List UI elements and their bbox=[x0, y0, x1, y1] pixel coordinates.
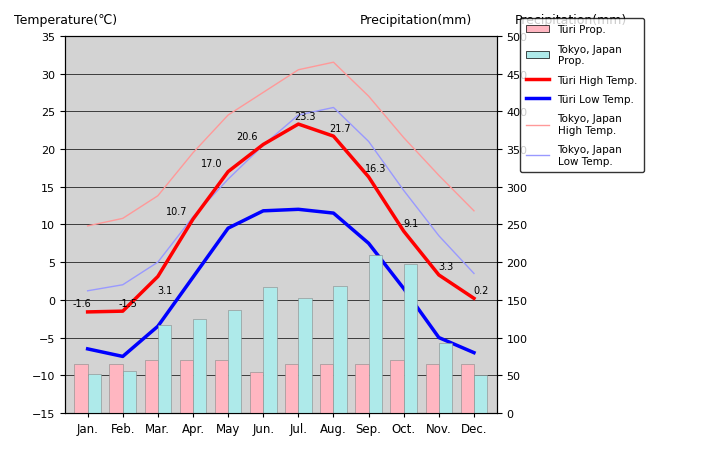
Türi High Temp. bbox=[84, 309, 92, 315]
Bar bbox=[439, 343, 452, 413]
Türi Low Temp. bbox=[435, 335, 444, 341]
Türi Low Temp. bbox=[84, 347, 92, 352]
Türi High Temp. bbox=[224, 169, 233, 175]
Türi High Temp. bbox=[400, 229, 408, 235]
Tokyo, Japan
High Temp. bbox=[364, 94, 373, 100]
Tokyo, Japan
High Temp. bbox=[153, 194, 162, 199]
Line: Türi Low Temp.: Türi Low Temp. bbox=[88, 210, 474, 357]
Türi Low Temp. bbox=[259, 208, 268, 214]
Text: 16.3: 16.3 bbox=[365, 164, 386, 174]
Türi High Temp. bbox=[118, 309, 127, 314]
Text: 3.1: 3.1 bbox=[157, 285, 173, 296]
Tokyo, Japan
Low Temp. bbox=[469, 271, 478, 277]
Tokyo, Japan
Low Temp. bbox=[153, 260, 162, 265]
Text: Temperature(℃): Temperature(℃) bbox=[14, 14, 117, 27]
Tokyo, Japan
High Temp. bbox=[84, 224, 92, 229]
Line: Tokyo, Japan
Low Temp.: Tokyo, Japan Low Temp. bbox=[88, 108, 474, 291]
Bar bbox=[193, 320, 207, 413]
Bar bbox=[474, 375, 487, 413]
Tokyo, Japan
High Temp. bbox=[400, 135, 408, 141]
Text: Precipitation(mm): Precipitation(mm) bbox=[360, 14, 472, 27]
Bar bbox=[109, 364, 122, 413]
Text: 20.6: 20.6 bbox=[236, 132, 257, 141]
Tokyo, Japan
Low Temp. bbox=[224, 177, 233, 183]
Tokyo, Japan
Low Temp. bbox=[435, 234, 444, 239]
Bar bbox=[250, 372, 264, 413]
Bar bbox=[333, 286, 347, 413]
Türi High Temp. bbox=[435, 273, 444, 278]
Bar bbox=[180, 360, 193, 413]
Türi Low Temp. bbox=[469, 350, 478, 356]
Bar bbox=[404, 265, 417, 413]
Türi High Temp. bbox=[153, 274, 162, 280]
Text: 3.3: 3.3 bbox=[438, 262, 454, 272]
Türi High Temp. bbox=[469, 296, 478, 302]
Tokyo, Japan
Low Temp. bbox=[364, 140, 373, 145]
Bar bbox=[285, 364, 298, 413]
Legend: Türi Prop., Tokyo, Japan
Prop., Türi High Temp., Türi Low Temp., Tokyo, Japan
Hi: Türi Prop., Tokyo, Japan Prop., Türi Hig… bbox=[520, 19, 644, 173]
Tokyo, Japan
High Temp. bbox=[469, 208, 478, 214]
Bar bbox=[355, 364, 369, 413]
Tokyo, Japan
High Temp. bbox=[189, 151, 197, 156]
Bar bbox=[74, 364, 88, 413]
Bar bbox=[390, 360, 404, 413]
Text: 10.7: 10.7 bbox=[166, 206, 187, 216]
Türi High Temp. bbox=[189, 217, 197, 223]
Türi Low Temp. bbox=[400, 286, 408, 291]
Türi Low Temp. bbox=[364, 241, 373, 246]
Tokyo, Japan
High Temp. bbox=[329, 60, 338, 66]
Türi Low Temp. bbox=[118, 354, 127, 359]
Türi Low Temp. bbox=[224, 226, 233, 231]
Tokyo, Japan
Low Temp. bbox=[400, 188, 408, 194]
Bar bbox=[228, 310, 241, 413]
Tokyo, Japan
High Temp. bbox=[118, 216, 127, 222]
Bar bbox=[461, 364, 474, 413]
Bar bbox=[369, 256, 382, 413]
Türi Low Temp. bbox=[294, 207, 302, 213]
Türi High Temp. bbox=[294, 122, 302, 128]
Tokyo, Japan
High Temp. bbox=[294, 68, 302, 73]
Tokyo, Japan
Low Temp. bbox=[189, 215, 197, 220]
Türi Low Temp. bbox=[329, 211, 338, 216]
Tokyo, Japan
Low Temp. bbox=[84, 288, 92, 294]
Tokyo, Japan
Low Temp. bbox=[259, 143, 268, 149]
Bar bbox=[264, 287, 276, 413]
Bar bbox=[298, 298, 312, 413]
Text: -1.5: -1.5 bbox=[119, 298, 138, 308]
Tokyo, Japan
High Temp. bbox=[259, 90, 268, 96]
Line: Türi High Temp.: Türi High Temp. bbox=[88, 125, 474, 312]
Tokyo, Japan
Low Temp. bbox=[329, 106, 338, 111]
Bar bbox=[88, 374, 101, 413]
Türi High Temp. bbox=[364, 175, 373, 180]
Text: -1.6: -1.6 bbox=[73, 299, 91, 309]
Line: Tokyo, Japan
High Temp.: Tokyo, Japan High Temp. bbox=[88, 63, 474, 226]
Tokyo, Japan
Low Temp. bbox=[294, 113, 302, 118]
Tokyo, Japan
Low Temp. bbox=[118, 282, 127, 288]
Text: 0.2: 0.2 bbox=[473, 285, 489, 295]
Text: 9.1: 9.1 bbox=[403, 218, 418, 228]
Text: 23.3: 23.3 bbox=[294, 111, 316, 121]
Türi High Temp. bbox=[259, 142, 268, 148]
Text: 21.7: 21.7 bbox=[330, 123, 351, 133]
Bar bbox=[320, 364, 333, 413]
Bar bbox=[215, 360, 228, 413]
Bar bbox=[158, 325, 171, 413]
Türi High Temp. bbox=[329, 134, 338, 140]
Tokyo, Japan
High Temp. bbox=[435, 173, 444, 179]
Bar bbox=[145, 360, 158, 413]
Türi Low Temp. bbox=[189, 275, 197, 280]
Bar bbox=[426, 364, 439, 413]
Text: 17.0: 17.0 bbox=[201, 159, 222, 168]
Text: Precipitation(mm): Precipitation(mm) bbox=[515, 14, 627, 27]
Türi Low Temp. bbox=[153, 324, 162, 329]
Bar bbox=[122, 371, 136, 413]
Tokyo, Japan
High Temp. bbox=[224, 113, 233, 118]
